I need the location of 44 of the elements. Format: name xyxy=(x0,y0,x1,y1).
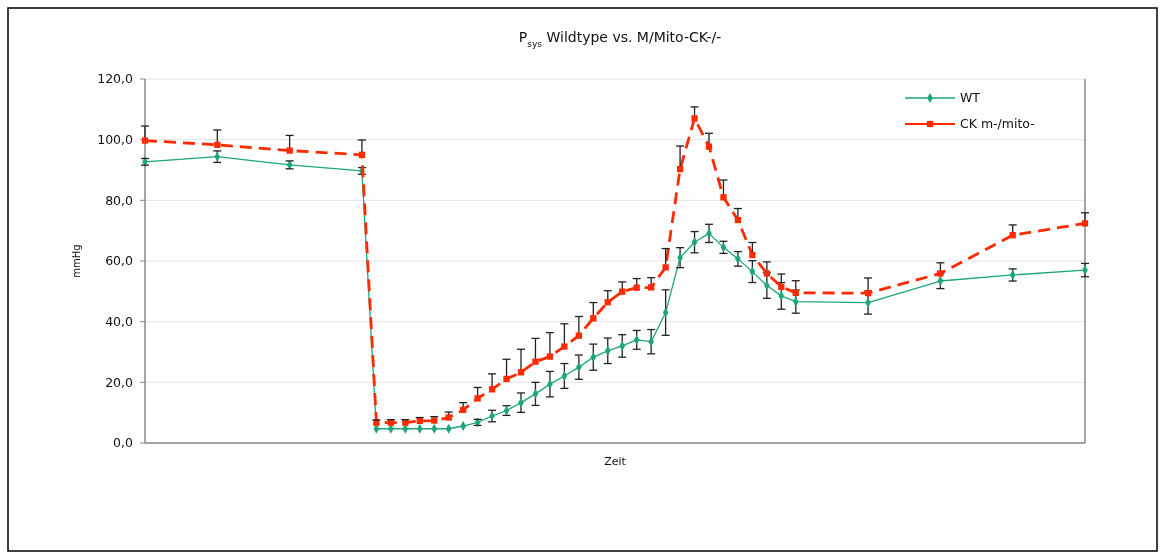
legend-label: CK m-/mito- xyxy=(960,116,1035,132)
point xyxy=(358,151,366,158)
point xyxy=(1009,232,1016,239)
point xyxy=(561,343,568,350)
point xyxy=(604,299,611,306)
point xyxy=(619,341,626,351)
chart-title: P$_{sys}$ Wildtype vs. M/Mito-CK-/- xyxy=(518,29,722,49)
point xyxy=(590,315,597,322)
point xyxy=(517,369,525,376)
y-axis-title: mmHg xyxy=(71,244,82,278)
point xyxy=(503,375,510,383)
point xyxy=(575,332,583,339)
point xyxy=(734,216,742,224)
point xyxy=(488,386,496,393)
point xyxy=(214,141,221,148)
x-axis-title: Zeit xyxy=(604,455,627,468)
y-tick-label: 80,0 xyxy=(105,192,134,208)
y-tick-label: 0,0 xyxy=(113,435,134,451)
point xyxy=(691,115,698,122)
y-tick-label: 100,0 xyxy=(97,132,134,148)
point xyxy=(792,289,799,297)
y-tick-label: 60,0 xyxy=(105,253,134,269)
legend-label: WT xyxy=(960,90,981,106)
point xyxy=(546,353,554,360)
point xyxy=(286,147,293,154)
point xyxy=(647,284,655,291)
point xyxy=(778,283,785,290)
point xyxy=(619,288,626,295)
point xyxy=(749,251,756,259)
point xyxy=(720,194,727,201)
point xyxy=(1081,220,1089,227)
point xyxy=(705,143,713,150)
point xyxy=(561,371,568,381)
point xyxy=(633,284,640,291)
y-tick-label: 20,0 xyxy=(105,374,134,390)
y-tick-label: 120,0 xyxy=(97,71,134,87)
point xyxy=(937,276,944,286)
point xyxy=(676,165,684,173)
point xyxy=(532,358,539,365)
point xyxy=(662,264,669,271)
point xyxy=(474,395,481,402)
point xyxy=(864,289,872,297)
y-tick-label: 40,0 xyxy=(105,314,134,330)
point xyxy=(459,406,467,414)
